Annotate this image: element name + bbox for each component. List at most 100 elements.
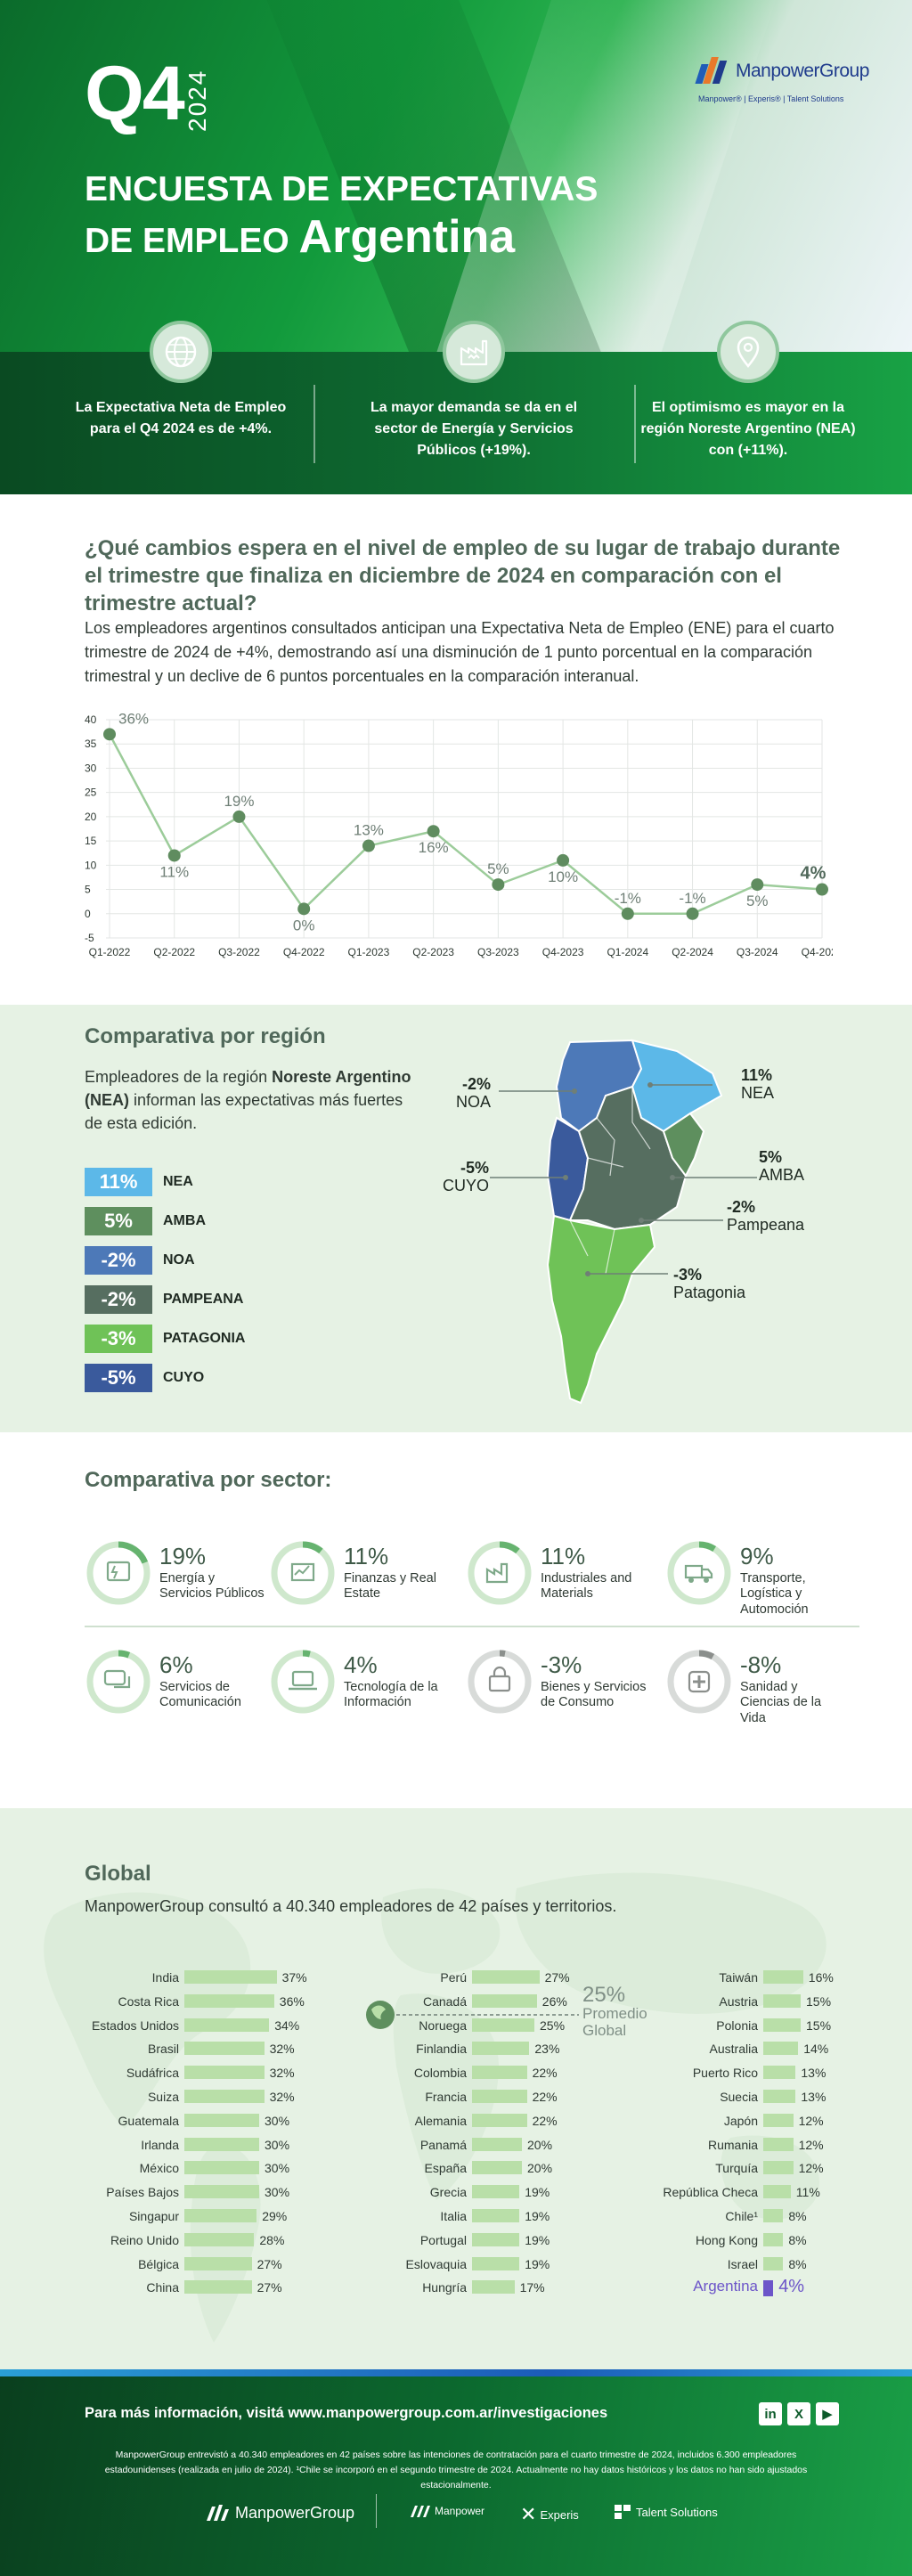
country-bar bbox=[763, 2066, 796, 2080]
youtube-icon[interactable]: ▶ bbox=[816, 2402, 839, 2425]
x-tick-label: Q2-2022 bbox=[153, 946, 195, 958]
sector-title: Comparativa por sector: bbox=[85, 1468, 332, 1492]
country-value: 34% bbox=[274, 2018, 300, 2033]
country-bar bbox=[184, 2280, 252, 2295]
country-bar bbox=[184, 2161, 259, 2175]
x-tick-label: Q3-2022 bbox=[218, 946, 260, 958]
country-name: Hong Kong bbox=[695, 2232, 758, 2247]
country-bar bbox=[184, 2042, 265, 2056]
laptop-icon bbox=[271, 1650, 335, 1714]
country-name: Sudáfrica bbox=[126, 2066, 179, 2081]
footer-note: ManpowerGroup entrevistó a 40.340 emplea… bbox=[104, 2450, 808, 2490]
country-name: India bbox=[151, 1970, 179, 1985]
kpi-divider bbox=[314, 385, 315, 463]
country-value: 12% bbox=[798, 2161, 824, 2176]
country-bar bbox=[763, 2256, 784, 2270]
country-name: Colombia bbox=[413, 2066, 467, 2081]
country-name: Noruega bbox=[419, 2018, 467, 2033]
footer-url[interactable]: Para más información, visitá www.manpowe… bbox=[85, 2405, 608, 2421]
country-bar bbox=[184, 2256, 252, 2270]
country-value: 15% bbox=[806, 2018, 832, 2033]
title-line2: DE EMPLEO bbox=[85, 222, 289, 261]
country-value: 11% bbox=[795, 2185, 820, 2200]
region-title: Comparativa por región bbox=[85, 1024, 326, 1048]
y-tick-label: 30 bbox=[85, 762, 97, 774]
country-value: 13% bbox=[801, 2089, 826, 2104]
x-tick-label: Q1-2023 bbox=[348, 946, 390, 958]
country-bar bbox=[763, 2018, 801, 2032]
country-name: Australia bbox=[709, 2042, 758, 2057]
map-label-pampeana: -2% Pampeana bbox=[727, 1198, 805, 1234]
country-value: 16% bbox=[808, 1970, 834, 1985]
x-tick-label: Q1-2024 bbox=[607, 946, 648, 958]
country-value: 30% bbox=[265, 2185, 290, 2200]
region-value: 5% bbox=[85, 1207, 152, 1235]
country-name: Israel bbox=[727, 2256, 758, 2271]
data-label: 36% bbox=[118, 710, 149, 727]
country-bar bbox=[763, 2137, 794, 2151]
data-point bbox=[557, 853, 570, 867]
data-point bbox=[686, 907, 699, 920]
country-bar bbox=[472, 2280, 515, 2295]
manpower-mark-icon bbox=[411, 2506, 430, 2517]
country-value: 29% bbox=[262, 2208, 288, 2223]
y-tick-label: 15 bbox=[85, 835, 97, 847]
global-section bbox=[0, 1808, 912, 2369]
sector-card: -3% Bienes y Servicios de Consumo bbox=[466, 1648, 662, 1728]
x-twitter-icon[interactable]: X bbox=[787, 2402, 810, 2425]
country-name: Singapur bbox=[128, 2208, 179, 2223]
map-leaders bbox=[490, 1082, 757, 1276]
global-desc: ManpowerGroup consultó a 40.340 empleado… bbox=[85, 1897, 617, 1915]
kpi-text: El optimismo es mayor en la región Nores… bbox=[640, 400, 856, 458]
country-name: Países Bajos bbox=[106, 2185, 179, 2200]
country-bar bbox=[184, 2137, 259, 2151]
country-value: 37% bbox=[281, 1970, 307, 1985]
region-name: CUYO bbox=[163, 1370, 205, 1385]
kpi-card: La mayor demanda se da en el sector de E… bbox=[362, 321, 585, 461]
y-tick-label: 5 bbox=[85, 884, 91, 896]
data-label: -1% bbox=[679, 890, 705, 907]
data-label: 5% bbox=[746, 893, 769, 909]
country-value: 30% bbox=[265, 2113, 290, 2128]
footer-logo-manpower: Manpower bbox=[408, 2503, 484, 2519]
country-bar bbox=[763, 2232, 784, 2246]
data-label: 19% bbox=[224, 793, 254, 810]
sector-label: Servicios de Comunicación bbox=[159, 1680, 241, 1710]
country-name: Hungría bbox=[422, 2280, 467, 2295]
country-value: 32% bbox=[269, 2066, 295, 2081]
map-label-amba: 5% AMBA bbox=[759, 1148, 805, 1184]
country-value: 17% bbox=[519, 2280, 545, 2295]
y-tick-label: 35 bbox=[85, 738, 97, 750]
sector-card: 6% Servicios de Comunicación bbox=[85, 1648, 281, 1728]
map-label-nea: 11% NEA bbox=[741, 1066, 775, 1102]
sector-divider bbox=[85, 1626, 859, 1627]
kpi-divider bbox=[634, 385, 636, 463]
sector-card: 11% Industriales and Materials bbox=[466, 1539, 662, 1619]
country-value: 27% bbox=[256, 2280, 282, 2295]
country-bar bbox=[184, 1993, 274, 2008]
title-country: Argentina bbox=[298, 211, 516, 264]
energy-icon bbox=[86, 1541, 151, 1605]
kpi-text: La Expectativa Neta de Empleo para el Q4… bbox=[75, 400, 287, 436]
footer-logo-talent-solutions: Talent Solutions bbox=[613, 2503, 718, 2521]
country-bar bbox=[763, 1970, 803, 1984]
linkedin-icon[interactable]: in bbox=[759, 2402, 782, 2425]
country-name: Taiwán bbox=[719, 1970, 758, 1985]
region-desc-post: informan las expectativas más fuertes de… bbox=[85, 1091, 403, 1133]
country-value: 8% bbox=[788, 2208, 807, 2223]
map-region-pampeana bbox=[568, 1085, 688, 1231]
sector-label: Energía y Servicios Públicos bbox=[159, 1571, 265, 1602]
country-bar bbox=[472, 2089, 527, 2103]
globe-icon bbox=[150, 321, 212, 383]
country-bar bbox=[472, 2256, 520, 2270]
country-value: 19% bbox=[525, 2185, 550, 2200]
series-line bbox=[108, 733, 823, 916]
x-tick-label: Q1-2022 bbox=[89, 946, 131, 958]
country-bar bbox=[763, 2089, 796, 2103]
region-row-nea: 11% NEA bbox=[85, 1168, 193, 1196]
x-tick-label: Q2-2024 bbox=[672, 946, 713, 958]
data-point bbox=[297, 902, 311, 916]
country-name: República Checa bbox=[663, 2185, 758, 2200]
region-desc-pre: Empleadores de la región bbox=[85, 1068, 273, 1086]
data-point bbox=[816, 883, 828, 896]
